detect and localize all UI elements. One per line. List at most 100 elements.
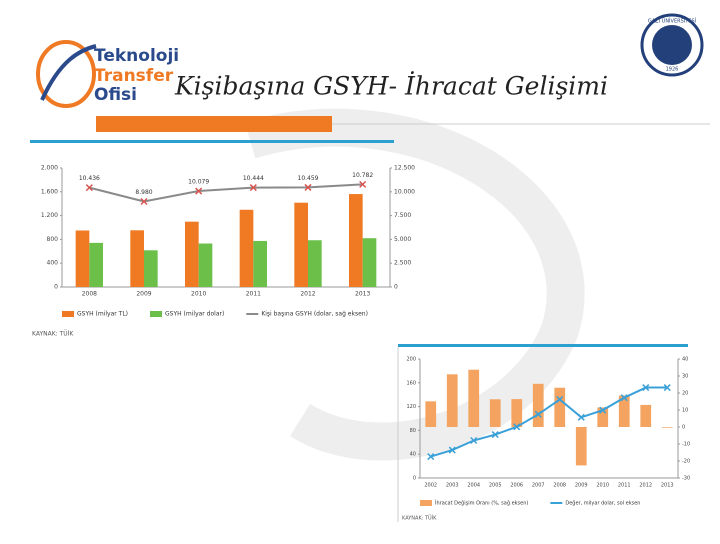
seal-text: GAZİ ÜNİVERSİTESİ (648, 18, 696, 25)
legend-label: Değer, milyar dolar, sol eksen (565, 500, 640, 507)
y2-tick-label: 10 (682, 408, 688, 414)
seal-core (652, 25, 692, 65)
bar (185, 221, 199, 287)
source: KAYNAK: TÜİK (32, 331, 74, 338)
line (89, 183, 363, 203)
x-tick-label: 2010 (596, 483, 609, 489)
x-tick-label: 2009 (575, 483, 588, 489)
slide-title: Kişibaşına GSYH- İhracat Gelişimi (174, 72, 608, 101)
marker (556, 395, 564, 403)
marker (491, 431, 499, 439)
y2-tick-label: 10.000 (394, 188, 415, 195)
data-label: 10.782 (352, 172, 373, 179)
bar (425, 401, 437, 427)
bar (89, 242, 103, 287)
marker (140, 197, 148, 206)
x-tick-label: 2004 (467, 483, 480, 489)
x-tick-label: 2008 (82, 291, 97, 298)
x-tick-label: 2012 (300, 291, 315, 298)
marker (448, 446, 456, 454)
y-tick-label: 800 (47, 236, 59, 243)
x-tick-label: 2002 (424, 483, 437, 489)
y-tick-label: 120 (406, 404, 416, 410)
bar (239, 209, 254, 287)
bar (532, 383, 544, 427)
data-label: 10.459 (298, 175, 319, 182)
legend-label: GSYH (milyar dolar) (165, 311, 224, 318)
y2-tick-label: -10 (682, 442, 690, 448)
logo-text: Ofisi (94, 85, 137, 105)
y2-tick-label: 30 (682, 374, 688, 380)
marker (577, 413, 585, 421)
bar (294, 202, 308, 287)
title-bar (96, 116, 332, 132)
bar (75, 230, 90, 287)
marker (620, 394, 628, 402)
marker (534, 410, 542, 418)
logo-text: Teknoloji (94, 46, 179, 66)
x-tick-label: 2006 (510, 483, 523, 489)
x-tick-label: 2003 (446, 483, 459, 489)
legend-label: GSYH (milyar TL) (77, 311, 128, 318)
legend-label: Kişi başına GSYH (dolar, sağ eksen) (261, 311, 368, 318)
bar (362, 238, 377, 287)
logo-swirl (36, 40, 96, 108)
legend-label: İhracat Değişim Oranı (%, sağ eksen) (435, 500, 528, 507)
marker (195, 187, 203, 195)
marker (85, 184, 93, 192)
y2-tick-label: 0 (682, 425, 685, 431)
bar (618, 395, 630, 427)
y2-tick-label: 2.500 (394, 260, 411, 267)
x-tick-label: 2005 (489, 483, 502, 489)
x-tick-label: 2011 (618, 483, 631, 489)
panel-rule (398, 344, 688, 347)
y2-tick-label: 7.500 (394, 212, 411, 219)
marker (470, 436, 478, 445)
y-tick-label: 0 (413, 476, 416, 482)
bar (511, 399, 523, 427)
bar (554, 387, 566, 427)
x-tick-label: 2008 (553, 483, 566, 489)
panel-rule (30, 140, 394, 143)
y-tick-label: 80 (410, 428, 416, 434)
legend-swatch (150, 311, 163, 317)
x-tick-label: 2011 (246, 291, 261, 298)
bar (597, 407, 609, 427)
x-tick-label: 2010 (191, 291, 206, 298)
bar (640, 404, 652, 427)
y2-tick-label: -30 (682, 476, 690, 482)
marker (304, 183, 312, 191)
y2-tick-label: 40 (682, 357, 688, 363)
y-tick-label: 2.000 (41, 165, 58, 172)
data-label: 8.980 (135, 189, 152, 196)
legend-swatch (62, 311, 74, 317)
y2-tick-label: 0 (394, 284, 398, 291)
y-tick-label: 160 (406, 380, 416, 386)
y-tick-label: 400 (47, 260, 59, 267)
bar (468, 369, 480, 427)
x-tick-label: 2007 (532, 483, 545, 489)
data-label: 10.436 (79, 175, 100, 182)
x-tick-label: 2013 (661, 483, 674, 489)
logo-text: Transfer (94, 66, 174, 86)
source: KAYNAK: TÜİK (402, 515, 437, 522)
marker (663, 384, 671, 392)
data-label: 10.444 (243, 175, 264, 182)
y-tick-label: 40 (410, 452, 416, 458)
bar (253, 240, 267, 287)
bar (308, 240, 322, 287)
bar (130, 230, 144, 287)
x-tick-label: 2012 (639, 483, 652, 489)
bar (446, 374, 458, 427)
marker (249, 184, 257, 192)
x-tick-label: 2013 (355, 291, 370, 298)
bar (489, 399, 501, 427)
y2-tick-label: -20 (682, 459, 690, 465)
y2-tick-label: 5.000 (394, 236, 411, 243)
y-tick-label: 0 (54, 284, 58, 291)
legend-swatch (420, 500, 432, 506)
bar (349, 194, 363, 287)
y-tick-label: 200 (406, 357, 416, 363)
bar (661, 427, 673, 428)
line (430, 386, 668, 458)
